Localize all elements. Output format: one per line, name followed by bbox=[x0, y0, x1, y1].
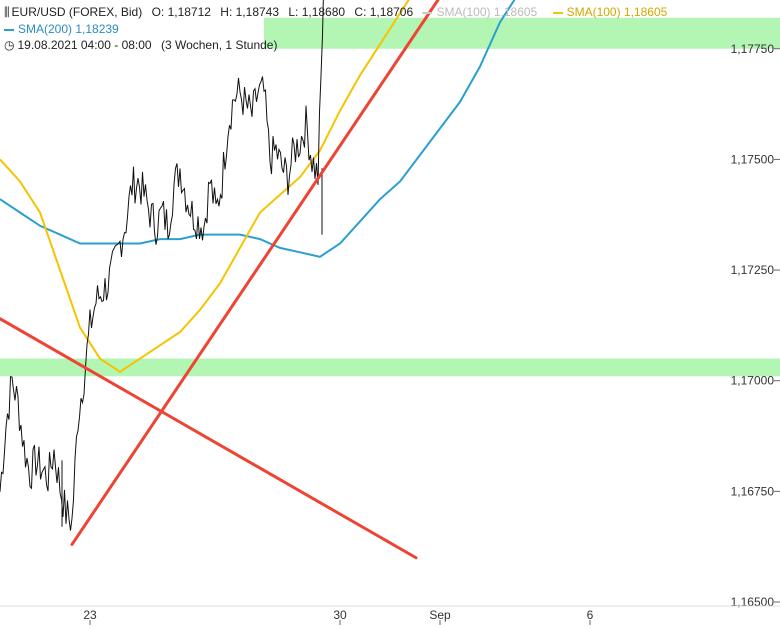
legend-range: 19.08.2021 04:00 - 08:00 bbox=[17, 38, 152, 52]
zone-support bbox=[0, 358, 780, 377]
legend-row-sma200: SMA(200) 1,18239 bbox=[4, 22, 125, 37]
legend-sma100-gray: SMA(100) 1,18605 bbox=[422, 5, 543, 19]
x-tick-label: 23 bbox=[83, 608, 97, 622]
zone-support bbox=[264, 17, 780, 49]
y-tick-label: 1,16500 bbox=[731, 595, 775, 609]
legend-low: L: 1,18680 bbox=[288, 5, 346, 19]
legend-row-range: ◷ 19.08.2021 04:00 - 08:00 (3 Wochen, 1 S… bbox=[4, 38, 283, 53]
legend-row-price: ⫼ EUR/USD (FOREX, Bid) O: 1,18712 H: 1,18… bbox=[4, 5, 679, 20]
legend-sma100: SMA(100) 1,18605 bbox=[552, 5, 674, 19]
sma200-line bbox=[0, 0, 516, 258]
y-tick-label: 1,16750 bbox=[731, 484, 775, 498]
candlestick-icon: ⫼ bbox=[4, 5, 10, 19]
legend-open: O: 1,18712 bbox=[151, 5, 211, 19]
legend-period: (3 Wochen, 1 Stunde) bbox=[160, 38, 278, 52]
trend-line bbox=[0, 317, 418, 560]
x-tick-label: 30 bbox=[333, 608, 347, 622]
x-tick-label: 6 bbox=[587, 608, 594, 622]
legend-high: H: 1,18743 bbox=[220, 5, 280, 19]
y-tick-label: 1,17250 bbox=[731, 263, 775, 277]
price-line bbox=[0, 0, 324, 531]
legend-close: C: 1,18706 bbox=[354, 5, 414, 19]
legend-symbol: EUR/USD (FOREX, Bid) bbox=[11, 5, 143, 19]
trend-line bbox=[70, 0, 440, 546]
legend-sma200: SMA(200) 1,18239 bbox=[18, 22, 119, 36]
y-tick-label: 1,17500 bbox=[731, 152, 775, 166]
y-tick-label: 1,17750 bbox=[731, 42, 775, 56]
sma100-line bbox=[0, 0, 410, 373]
clock-icon: ◷ bbox=[4, 38, 15, 52]
x-tick-label: Sep bbox=[429, 608, 451, 622]
y-tick-label: 1,17000 bbox=[731, 374, 775, 388]
